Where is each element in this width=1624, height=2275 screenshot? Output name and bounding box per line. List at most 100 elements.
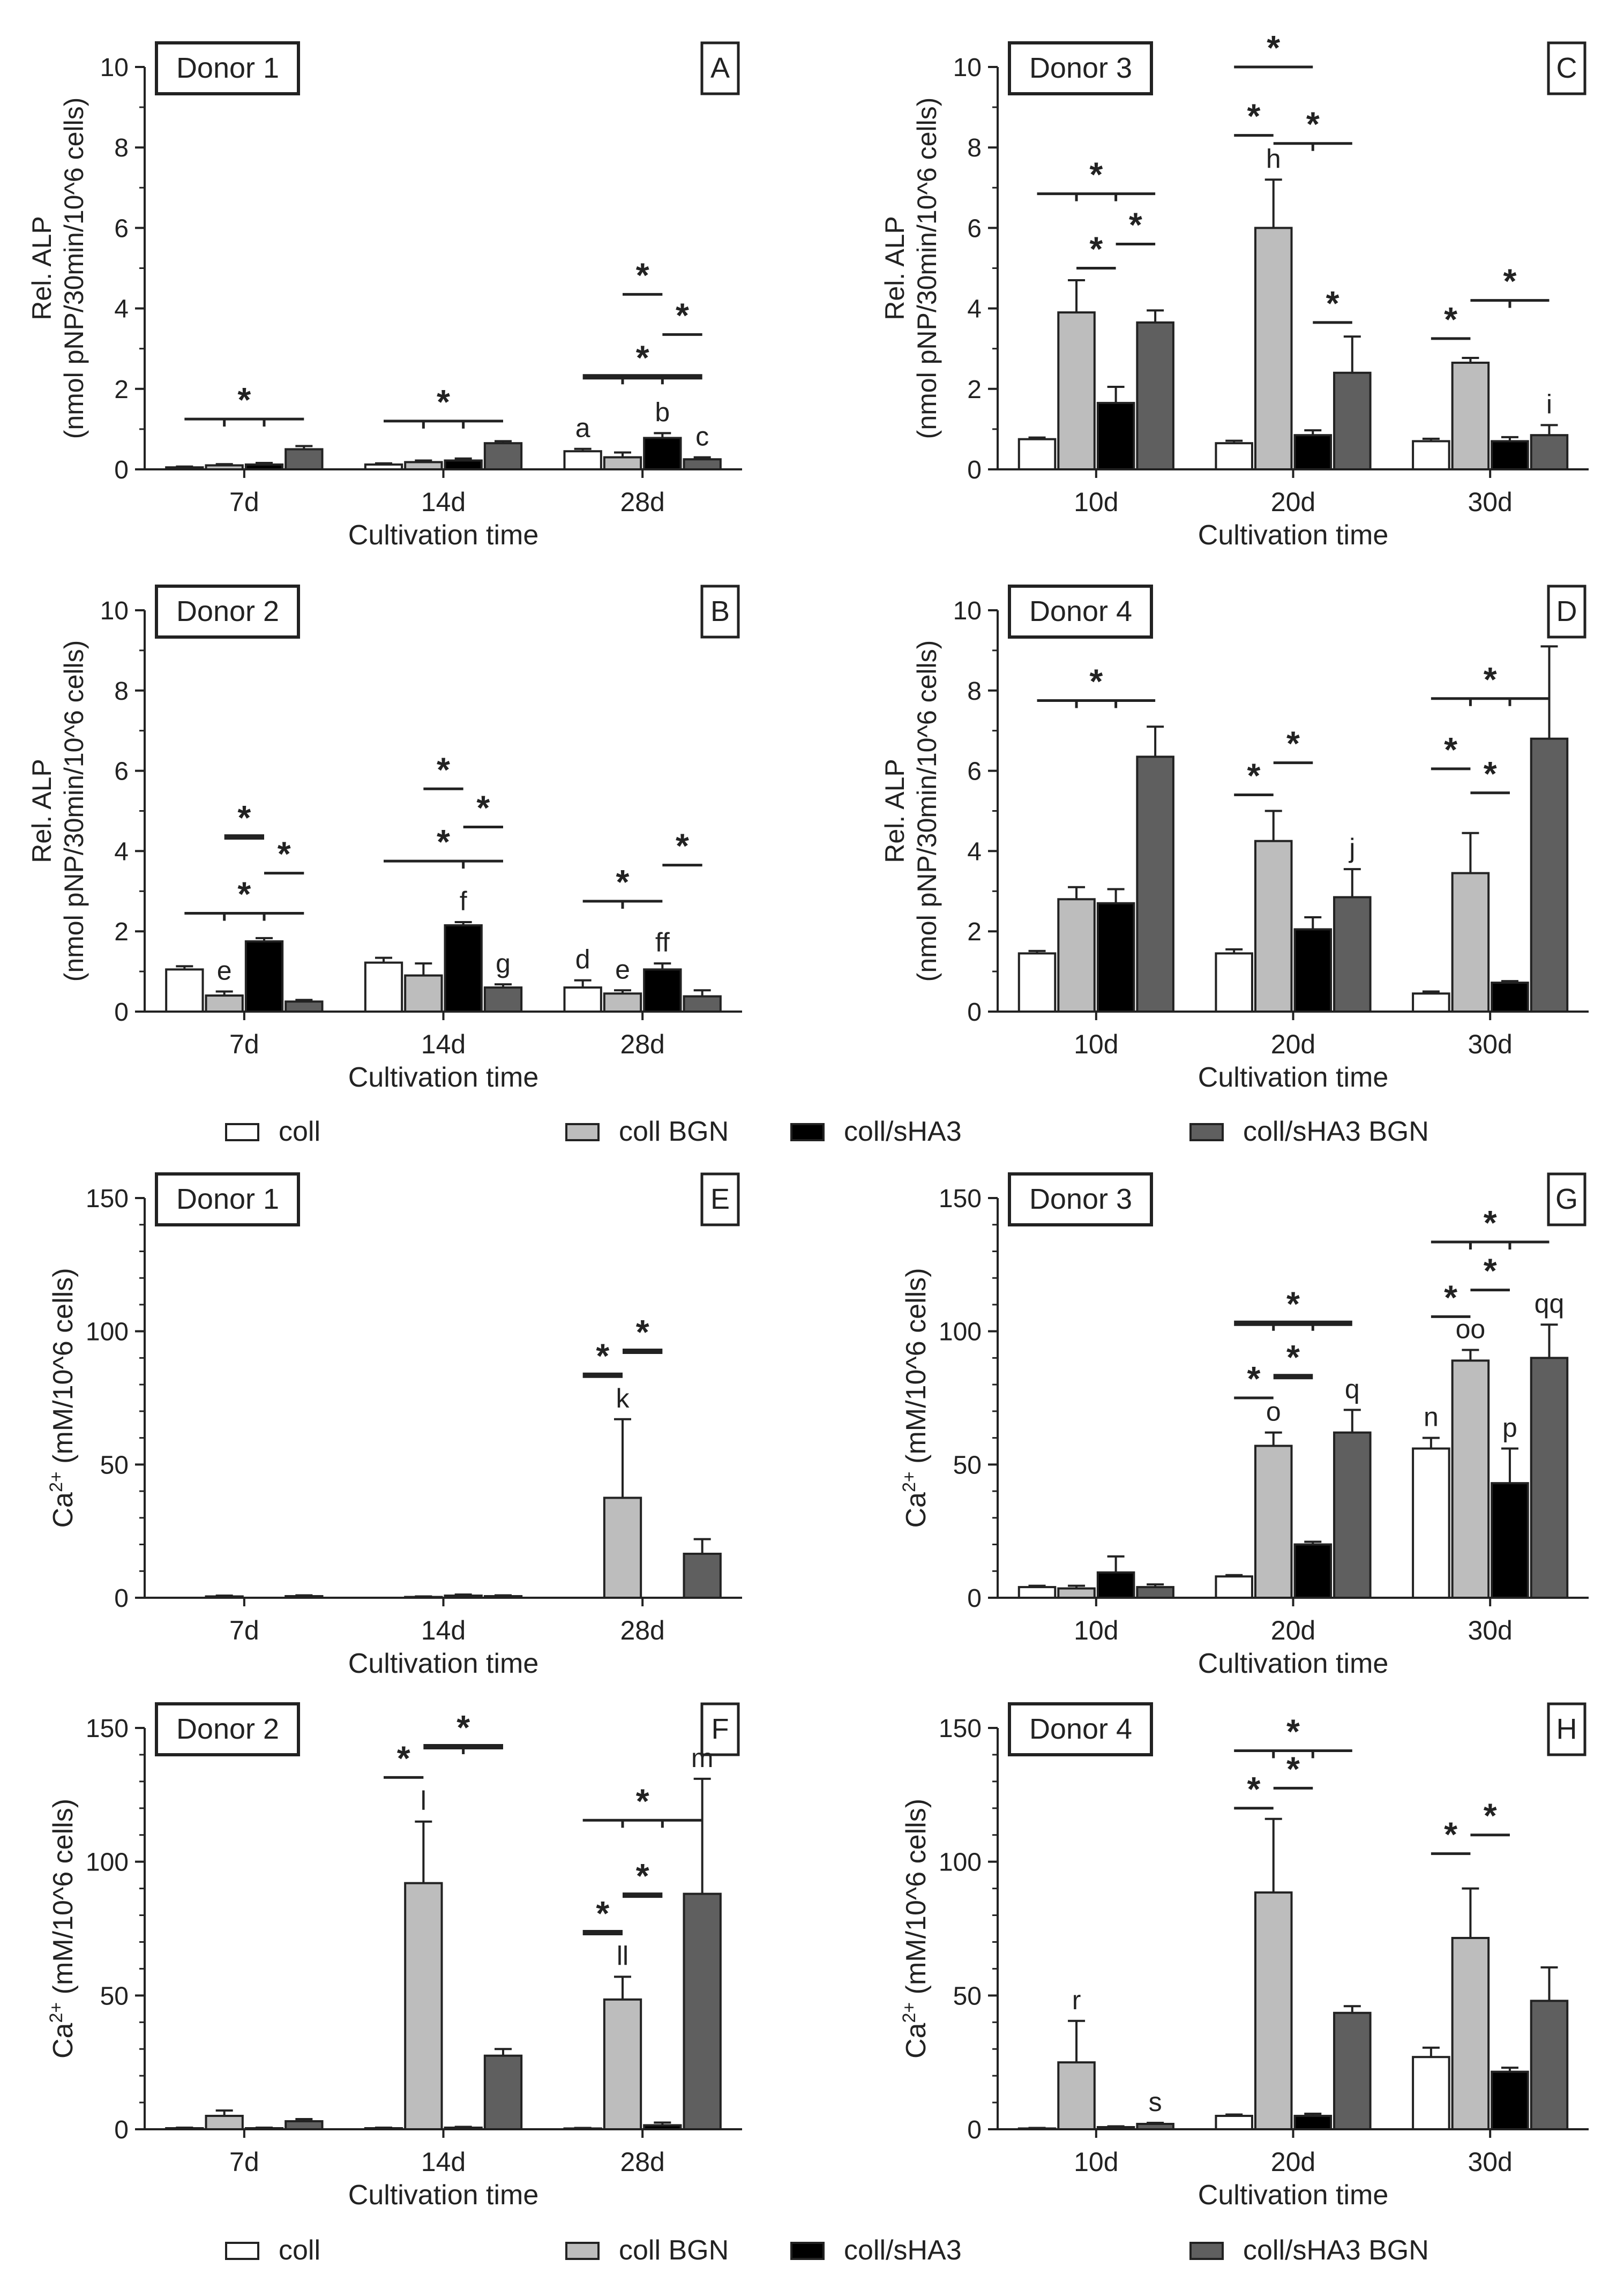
panel-letter: G — [1547, 1172, 1586, 1226]
bar — [1412, 992, 1450, 1013]
legend-label-coll-sha3-bgn: coll/sHA3 BGN — [1243, 2235, 1429, 2266]
bar — [603, 1998, 642, 2130]
x-tick-label: 28d — [620, 1029, 664, 1059]
significance-star: * — [237, 798, 251, 837]
x-tick-label: 28d — [620, 487, 664, 517]
x-tick-label: 10d — [1074, 2147, 1118, 2177]
significance-star: * — [1484, 1252, 1497, 1290]
significance-star: * — [1286, 724, 1300, 763]
donor-label-text: Donor 4 — [1029, 595, 1132, 627]
panel-letter: H — [1547, 1702, 1586, 1756]
significance-star: * — [237, 874, 251, 913]
bar — [244, 463, 284, 470]
y-axis-title: Ca2+ (mM/10^6 cells) — [46, 1268, 79, 1528]
significance-letter: l — [421, 1786, 426, 1816]
donor-label-box — [155, 585, 300, 639]
y-tick-label: 6 — [114, 214, 129, 243]
y-tick-label: 150 — [939, 1185, 982, 1213]
x-tick-label: 7d — [229, 2147, 259, 2177]
significance-star: * — [676, 296, 689, 334]
donor-label: Donor 1 — [155, 41, 300, 95]
legend-label-coll-bgn: coll BGN — [619, 2235, 729, 2266]
bar — [404, 974, 443, 1013]
y-tick-label: 0 — [114, 456, 129, 484]
bar — [1096, 1571, 1135, 1599]
bar — [683, 458, 722, 470]
panel-letter: B — [700, 585, 740, 639]
bar — [285, 1000, 324, 1013]
y-tick-label: 6 — [967, 214, 982, 243]
bar — [1530, 1357, 1569, 1599]
y-tick-label: 100 — [86, 1849, 129, 1877]
significance-star: * — [1089, 230, 1103, 268]
bar — [285, 448, 324, 471]
y-tick-label: 10 — [100, 597, 129, 625]
donor-label-text: Donor 2 — [176, 595, 279, 627]
x-tick-label: 30d — [1468, 1615, 1512, 1645]
bar — [683, 1552, 722, 1599]
significance-letter: s — [1149, 2087, 1162, 2117]
bar — [563, 986, 602, 1013]
legend-top: coll coll BGN coll/sHA3 coll/sHA3 BGN — [0, 1105, 1624, 1153]
bar — [205, 994, 244, 1013]
y-axis-title: (nmol pNP/30min/10^6 cells) — [912, 98, 942, 439]
significance-letter: p — [1502, 1412, 1517, 1442]
y-tick-label: 4 — [967, 295, 982, 324]
significance-letter: e — [615, 954, 630, 984]
panel-letter: E — [700, 1172, 740, 1226]
significance-letter: i — [1546, 389, 1552, 419]
significance-letter: qq — [1535, 1289, 1565, 1319]
donor-label: Donor 4 — [1008, 585, 1153, 639]
significance-letter: f — [460, 886, 467, 916]
x-tick-label: 20d — [1271, 1615, 1315, 1645]
y-tick-label: 8 — [114, 134, 129, 162]
significance-letter: m — [691, 1743, 714, 1773]
donor-label-box — [1008, 41, 1153, 95]
bar — [1057, 898, 1096, 1013]
significance-letter: h — [1266, 144, 1281, 174]
y-tick-label: 0 — [967, 1584, 982, 1613]
donor-label: Donor 3 — [1008, 1172, 1153, 1226]
panel-letter: A — [700, 41, 740, 95]
bar — [205, 2115, 244, 2131]
donor-label: Donor 2 — [155, 585, 300, 639]
x-axis-title: Cultivation time — [348, 1062, 538, 1093]
y-tick-label: 0 — [114, 998, 129, 1027]
y-axis-title: Rel. ALP — [880, 759, 910, 863]
panel-letter-text: B — [710, 595, 730, 627]
significance-star: * — [237, 380, 251, 419]
y-axis-title: Ca2+ (mM/10^6 cells) — [899, 1268, 932, 1528]
y-tick-label: 2 — [114, 376, 129, 404]
y-tick-label: 150 — [939, 1715, 982, 1743]
bar — [483, 442, 523, 470]
x-tick-label: 10d — [1074, 487, 1118, 517]
chart-panel-e: 0 50 100 150 7d 14d 28d Cultivation time Ca2+ (m… — [46, 1172, 742, 1679]
bar — [285, 2120, 324, 2131]
significance-star: * — [437, 750, 450, 789]
panel-letter-text: C — [1556, 52, 1577, 84]
legend-label-coll-bgn: coll BGN — [619, 1116, 729, 1147]
legend-swatch-coll — [225, 1123, 259, 1141]
significance-star: * — [616, 863, 630, 901]
y-tick-label: 4 — [114, 295, 129, 324]
donor-label: Donor 2 — [155, 1702, 300, 1756]
significance-star: * — [596, 1337, 609, 1375]
bar — [1215, 2115, 1253, 2131]
donor-label-box — [155, 41, 300, 95]
significance-star: * — [1306, 105, 1320, 144]
donor-label-text: Donor 2 — [176, 1713, 279, 1745]
legend-label-coll: coll — [279, 2235, 321, 2266]
bar — [1215, 442, 1253, 470]
bar — [1333, 371, 1372, 471]
significance-letter: a — [575, 413, 590, 443]
bar — [483, 2054, 523, 2131]
donor-label-text: Donor 1 — [176, 1183, 279, 1215]
significance-star: * — [1089, 155, 1103, 194]
bar — [683, 1892, 722, 2130]
bar — [1215, 952, 1253, 1013]
significance-star: * — [1286, 1338, 1300, 1376]
panel-letter-text: A — [710, 52, 730, 84]
significance-letter: d — [575, 945, 590, 975]
chart-panel-h: 0 50 100 150 10d 20d 30d Cultivation time Ca2+ (… — [899, 1702, 1589, 2211]
x-axis-title: Cultivation time — [1198, 520, 1388, 551]
